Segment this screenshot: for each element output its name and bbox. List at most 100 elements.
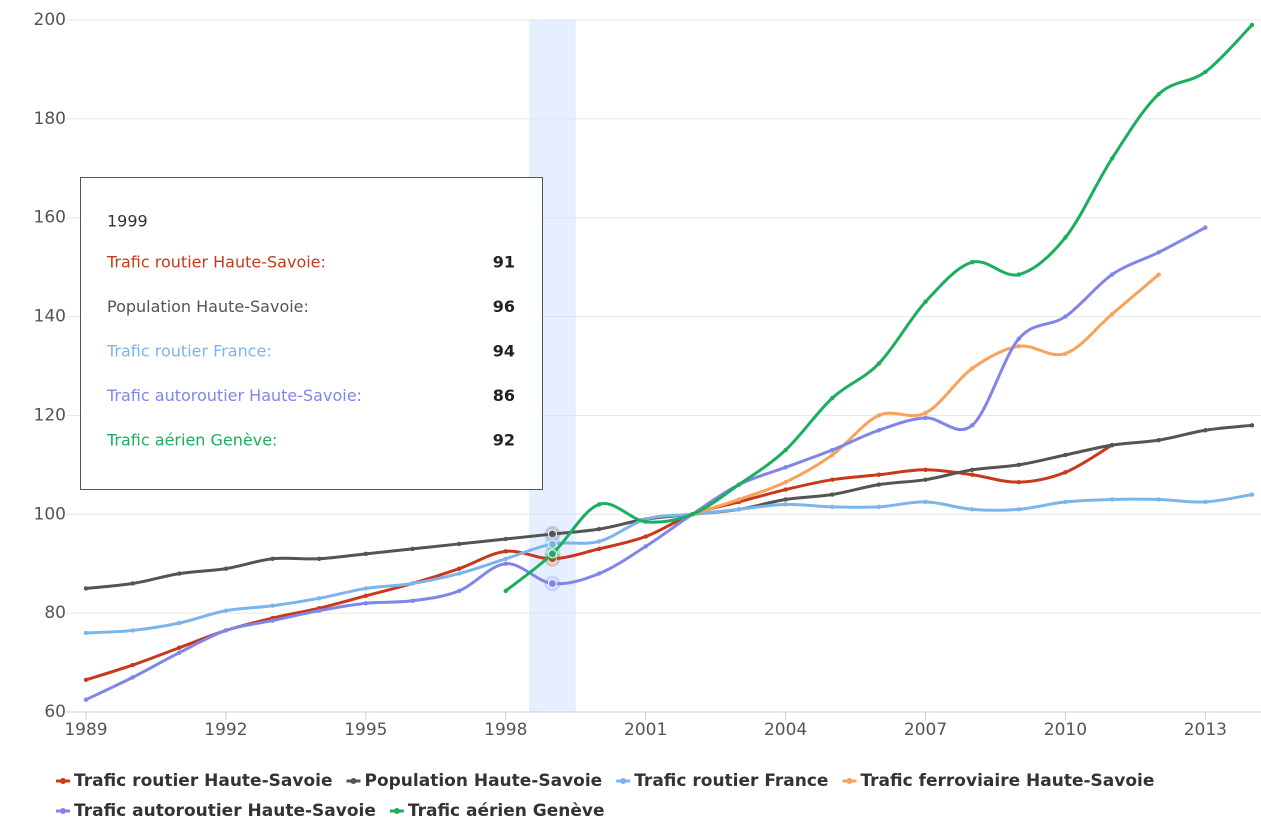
point bbox=[130, 662, 135, 668]
point bbox=[1109, 311, 1115, 317]
point bbox=[130, 581, 135, 586]
point bbox=[736, 497, 742, 502]
point bbox=[923, 477, 928, 482]
x-tick-label: 1995 bbox=[344, 720, 387, 740]
legend-item: Population Haute-Savoie bbox=[346, 771, 602, 791]
x-tick-label: 2001 bbox=[624, 720, 667, 740]
point bbox=[410, 581, 415, 586]
point bbox=[596, 546, 602, 552]
point bbox=[1203, 499, 1208, 505]
x-tick-label: 2007 bbox=[904, 720, 947, 740]
point bbox=[830, 447, 835, 453]
point bbox=[923, 299, 928, 304]
point bbox=[363, 551, 369, 557]
point bbox=[923, 415, 928, 421]
point bbox=[130, 675, 135, 680]
point bbox=[223, 566, 229, 571]
point bbox=[969, 472, 975, 477]
legend-item: Trafic routier Haute-Savoie bbox=[56, 771, 332, 791]
point bbox=[270, 603, 275, 608]
legend-item: Trafic ferroviaire Haute-Savoie bbox=[842, 771, 1154, 791]
tooltip-label: Trafic autoroutier Haute-Savoie: bbox=[106, 386, 362, 405]
point bbox=[969, 366, 975, 371]
x-tick-label: 1989 bbox=[64, 720, 107, 740]
point bbox=[1109, 156, 1115, 161]
point bbox=[83, 630, 89, 636]
point bbox=[83, 697, 89, 702]
point bbox=[1249, 423, 1255, 428]
point bbox=[1249, 22, 1255, 28]
tooltip-label: Trafic routier Haute-Savoie: bbox=[106, 253, 326, 272]
legend-label: Trafic aérien Genève bbox=[408, 801, 605, 821]
point bbox=[317, 608, 322, 613]
point bbox=[270, 618, 275, 623]
tooltip-label: Trafic aérien Genève: bbox=[106, 431, 277, 450]
point bbox=[1156, 272, 1161, 277]
legend-label: Trafic autoroutier Haute-Savoie bbox=[74, 801, 376, 821]
x-tick-label: 1992 bbox=[204, 720, 247, 740]
point bbox=[1063, 351, 1068, 356]
point bbox=[1203, 428, 1208, 433]
legend-item: Trafic autoroutier Haute-Savoie bbox=[56, 801, 376, 821]
point bbox=[830, 504, 835, 510]
point bbox=[643, 519, 648, 524]
point bbox=[969, 260, 975, 265]
point bbox=[1063, 235, 1068, 240]
point bbox=[177, 650, 182, 655]
point bbox=[363, 586, 369, 591]
point bbox=[923, 467, 928, 472]
x-tick-label: 1998 bbox=[484, 720, 527, 740]
point bbox=[876, 482, 882, 487]
point bbox=[177, 571, 182, 576]
series-line bbox=[504, 23, 1254, 593]
point bbox=[503, 536, 508, 542]
legend-label: Trafic routier Haute-Savoie bbox=[74, 771, 332, 791]
point bbox=[410, 546, 415, 552]
point bbox=[1109, 442, 1115, 448]
point bbox=[643, 544, 648, 549]
point bbox=[830, 492, 835, 497]
legend-label: Trafic routier France bbox=[634, 771, 828, 791]
legend-label: Trafic ferroviaire Haute-Savoie bbox=[860, 771, 1154, 791]
point bbox=[317, 556, 322, 561]
point bbox=[547, 549, 557, 559]
y-tick-label: 200 bbox=[34, 10, 66, 30]
point bbox=[596, 502, 602, 507]
point bbox=[1249, 492, 1255, 497]
point bbox=[1203, 225, 1208, 230]
point bbox=[177, 620, 182, 626]
point bbox=[596, 526, 602, 532]
tooltip-value: 86 bbox=[493, 386, 515, 405]
point bbox=[547, 529, 557, 539]
point bbox=[547, 578, 557, 588]
series-line bbox=[84, 493, 1254, 635]
x-tick-label: 2010 bbox=[1044, 720, 1087, 740]
point bbox=[923, 410, 928, 416]
point bbox=[317, 596, 322, 601]
y-tick-label: 60 bbox=[44, 702, 66, 722]
x-tick-label: 2013 bbox=[1184, 720, 1227, 740]
point bbox=[783, 497, 788, 502]
point bbox=[830, 452, 835, 458]
point bbox=[690, 512, 695, 517]
y-tick-label: 160 bbox=[34, 208, 66, 228]
point bbox=[876, 361, 882, 366]
point bbox=[596, 571, 602, 576]
point bbox=[1109, 272, 1115, 277]
point bbox=[1016, 479, 1021, 485]
legend-dot bbox=[60, 778, 66, 784]
point bbox=[1063, 470, 1068, 475]
point bbox=[270, 556, 275, 561]
point bbox=[643, 534, 648, 539]
point bbox=[456, 541, 462, 547]
legend: Trafic routier Haute-Savoie Population Ha… bbox=[56, 771, 1154, 821]
point bbox=[503, 561, 508, 566]
point bbox=[503, 549, 508, 554]
tooltip-value: 91 bbox=[493, 253, 515, 272]
point bbox=[969, 423, 975, 428]
x-tick-label: 2004 bbox=[764, 720, 807, 740]
point bbox=[223, 628, 229, 633]
point bbox=[83, 677, 89, 683]
tooltip: 1999 Trafic routier Haute-Savoie: 91 Popula… bbox=[80, 177, 543, 490]
